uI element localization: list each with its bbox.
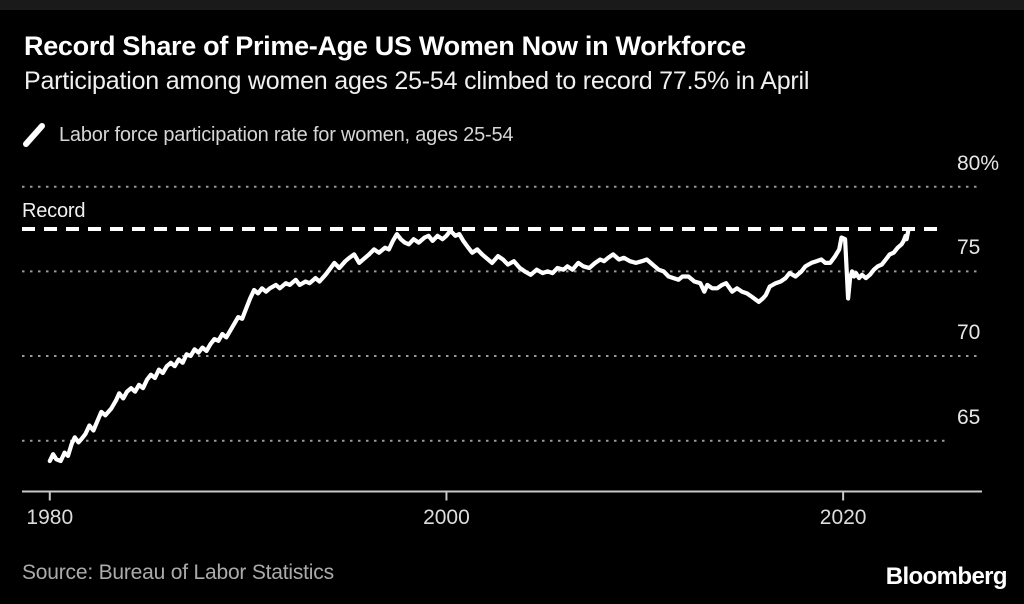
x-axis-label: 2020 xyxy=(819,506,867,529)
chart-title: Record Share of Prime-Age US Women Now i… xyxy=(24,31,746,61)
line-slash-icon xyxy=(23,123,45,147)
legend-label: Labor force participation rate for women… xyxy=(59,123,514,146)
x-axis-label: 2000 xyxy=(423,506,470,529)
record-annotation-label: Record xyxy=(22,200,86,222)
bloomberg-logo: Bloomberg xyxy=(885,563,1008,590)
y-axis-label: 75 xyxy=(957,236,981,260)
series-line xyxy=(47,226,911,464)
top-strip xyxy=(0,0,1024,10)
y-axis-label: 80% xyxy=(957,151,1000,175)
y-axis-label: 70 xyxy=(957,321,981,345)
y-axis-label: 65 xyxy=(957,405,981,429)
source-note: Source: Bureau of Labor Statistics xyxy=(22,561,334,584)
chart-subtitle: Participation among women ages 25-54 cli… xyxy=(24,67,810,95)
x-axis-label: 1980 xyxy=(26,506,74,529)
legend: Labor force participation rate for women… xyxy=(22,121,514,149)
